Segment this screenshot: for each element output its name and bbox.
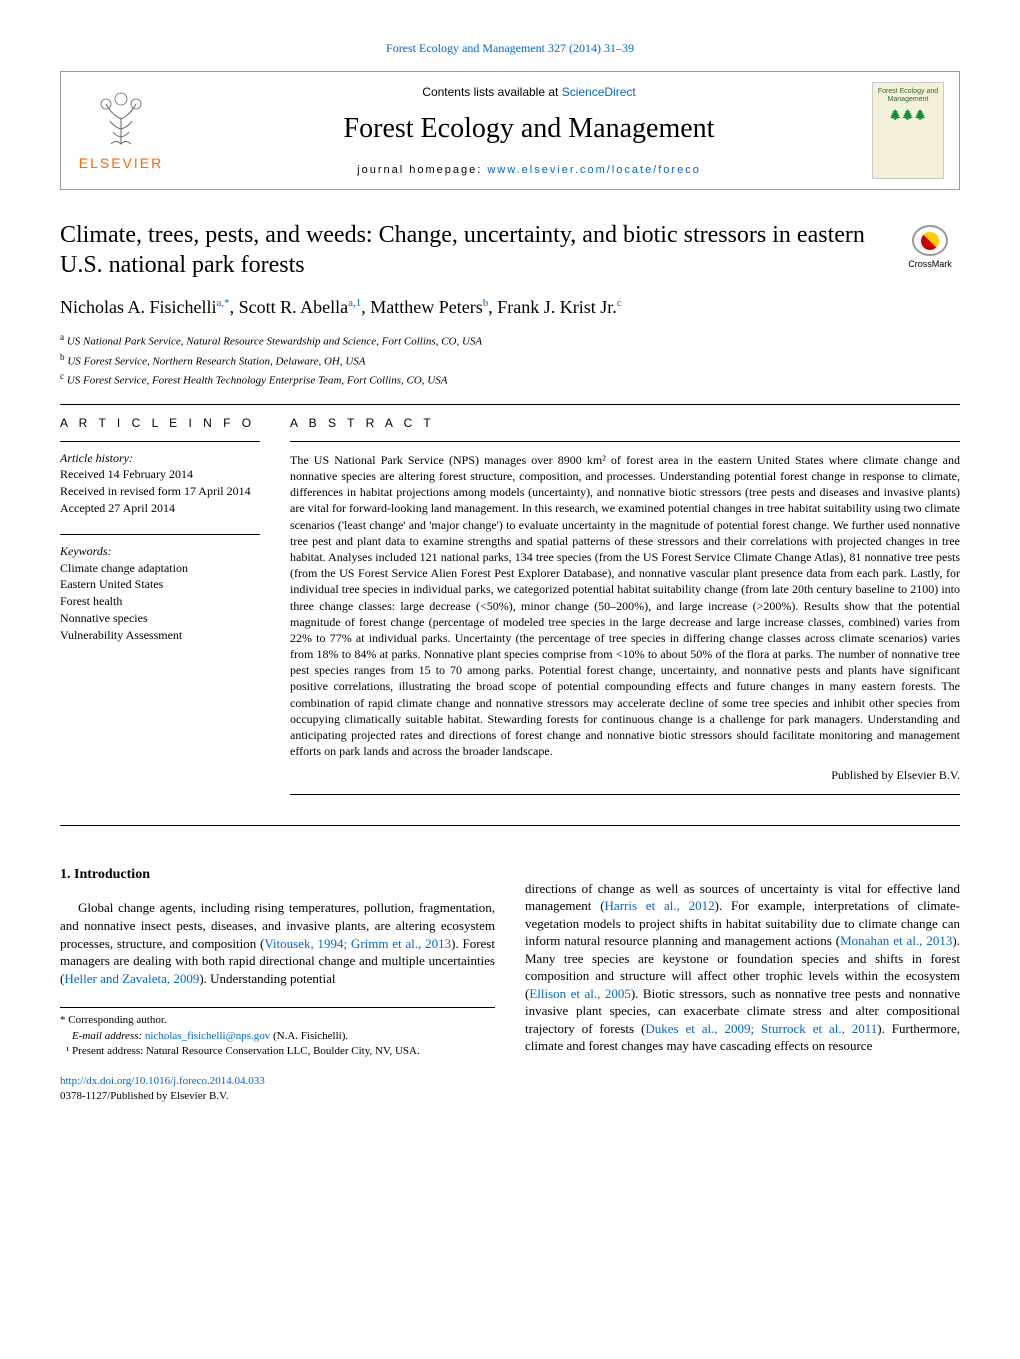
affiliation-b: b US Forest Service, Northern Research S…: [60, 351, 960, 370]
author-4-aff[interactable]: c: [617, 297, 622, 309]
body-col-left: 1. Introduction Global change agents, in…: [60, 836, 495, 1104]
journal-citation-link[interactable]: Forest Ecology and Management 327 (2014)…: [386, 41, 634, 55]
journal-cover-icon: Forest Ecology and Management 🌲🌲🌲: [872, 82, 944, 179]
author-2: Scott R. Abella: [239, 297, 349, 317]
info-abstract-row: A R T I C L E I N F O Article history: R…: [60, 415, 960, 805]
elsevier-logo: ELSEVIER: [76, 86, 166, 176]
intro-para-2: directions of change as well as sources …: [525, 880, 960, 1055]
sciencedirect-link[interactable]: ScienceDirect: [562, 85, 636, 99]
keyword: Climate change adaptation: [60, 560, 260, 577]
citation-link[interactable]: Ellison et al., 2005: [529, 986, 631, 1001]
elsevier-text: ELSEVIER: [79, 154, 163, 173]
crossmark-badge[interactable]: CrossMark: [900, 225, 960, 270]
accepted-date: Accepted 27 April 2014: [60, 500, 260, 517]
history-label: Article history:: [60, 450, 260, 466]
author-4: Frank J. Krist Jr.: [497, 297, 617, 317]
keywords-label: Keywords:: [60, 543, 260, 559]
published-by: Published by Elsevier B.V.: [290, 767, 960, 783]
citation-link[interactable]: Heller and Zavaleta, 2009: [64, 971, 199, 986]
abstract: A B S T R A C T The US National Park Ser…: [290, 415, 960, 805]
citation-link[interactable]: Monahan et al., 2013: [840, 933, 952, 948]
received-date: Received 14 February 2014: [60, 466, 260, 483]
doi-block: http://dx.doi.org/10.1016/j.foreco.2014.…: [60, 1074, 495, 1104]
email-link[interactable]: nicholas_fisichelli@nps.gov: [145, 1030, 270, 1042]
contents-available: Contents lists available at ScienceDirec…: [186, 84, 872, 100]
affiliation-a: a US National Park Service, Natural Reso…: [60, 331, 960, 350]
history-block: Article history: Received 14 February 20…: [60, 441, 260, 517]
title-row: Climate, trees, pests, and weeds: Change…: [60, 220, 960, 280]
keyword: Vulnerability Assessment: [60, 627, 260, 644]
article-title: Climate, trees, pests, and weeds: Change…: [60, 220, 880, 280]
cover-trees-icon: 🌲🌲🌲: [889, 109, 926, 123]
article-info-heading: A R T I C L E I N F O: [60, 415, 260, 431]
intro-heading: 1. Introduction: [60, 866, 495, 885]
citation-link[interactable]: Harris et al., 2012: [605, 898, 715, 913]
crossmark-text: CrossMark: [908, 258, 952, 270]
divider: [60, 404, 960, 405]
journal-citation: Forest Ecology and Management 327 (2014)…: [60, 40, 960, 56]
author-3: Matthew Peters: [370, 297, 482, 317]
abstract-text: The US National Park Service (NPS) manag…: [290, 452, 960, 760]
citation-link[interactable]: Dukes et al., 2009; Sturrock et al., 201…: [645, 1021, 877, 1036]
keyword: Eastern United States: [60, 576, 260, 593]
cover-title: Forest Ecology and Management: [873, 88, 943, 103]
journal-header: ELSEVIER Contents lists available at Sci…: [60, 71, 960, 190]
keywords-list: Climate change adaptation Eastern United…: [60, 560, 260, 644]
divider: [60, 825, 960, 826]
body-col-right: directions of change as well as sources …: [525, 836, 960, 1104]
article-info: A R T I C L E I N F O Article history: R…: [60, 415, 260, 805]
revised-date: Received in revised form 17 April 2014: [60, 483, 260, 500]
author-3-aff[interactable]: b: [483, 297, 489, 309]
citation-link[interactable]: Vitousek, 1994; Grimm et al., 2013: [264, 936, 451, 951]
author-1-aff[interactable]: a,: [217, 297, 225, 309]
corresponding-author: * Corresponding author.: [60, 1013, 495, 1028]
affiliation-c: c US Forest Service, Forest Health Techn…: [60, 370, 960, 389]
keywords-block: Keywords: Climate change adaptation East…: [60, 534, 260, 643]
intro-para-1: Global change agents, including rising t…: [60, 899, 495, 987]
abstract-heading: A B S T R A C T: [290, 415, 960, 431]
authors: Nicholas A. Fisichellia,*, Scott R. Abel…: [60, 295, 960, 319]
body-columns: 1. Introduction Global change agents, in…: [60, 836, 960, 1104]
footnotes: * Corresponding author. E-mail address: …: [60, 1007, 495, 1059]
issn-text: 0378-1127/Published by Elsevier B.V.: [60, 1090, 228, 1102]
keyword: Nonnative species: [60, 610, 260, 627]
email-line: E-mail address: nicholas_fisichelli@nps.…: [60, 1029, 495, 1044]
journal-homepage: journal homepage: www.elsevier.com/locat…: [186, 163, 872, 178]
author-2-aff[interactable]: a,1: [348, 297, 361, 309]
affiliations: a US National Park Service, Natural Reso…: [60, 331, 960, 388]
doi-link[interactable]: http://dx.doi.org/10.1016/j.foreco.2014.…: [60, 1075, 265, 1087]
author-1-corr[interactable]: *: [224, 297, 230, 309]
keyword: Forest health: [60, 593, 260, 610]
journal-title: Forest Ecology and Management: [186, 110, 872, 148]
author-1: Nicholas A. Fisichelli: [60, 297, 217, 317]
crossmark-icon: [912, 225, 948, 256]
elsevier-tree-icon: [86, 89, 156, 149]
present-address: ¹ Present address: Natural Resource Cons…: [60, 1044, 495, 1059]
header-center: Contents lists available at ScienceDirec…: [186, 84, 872, 178]
homepage-link[interactable]: www.elsevier.com/locate/foreco: [487, 164, 700, 176]
